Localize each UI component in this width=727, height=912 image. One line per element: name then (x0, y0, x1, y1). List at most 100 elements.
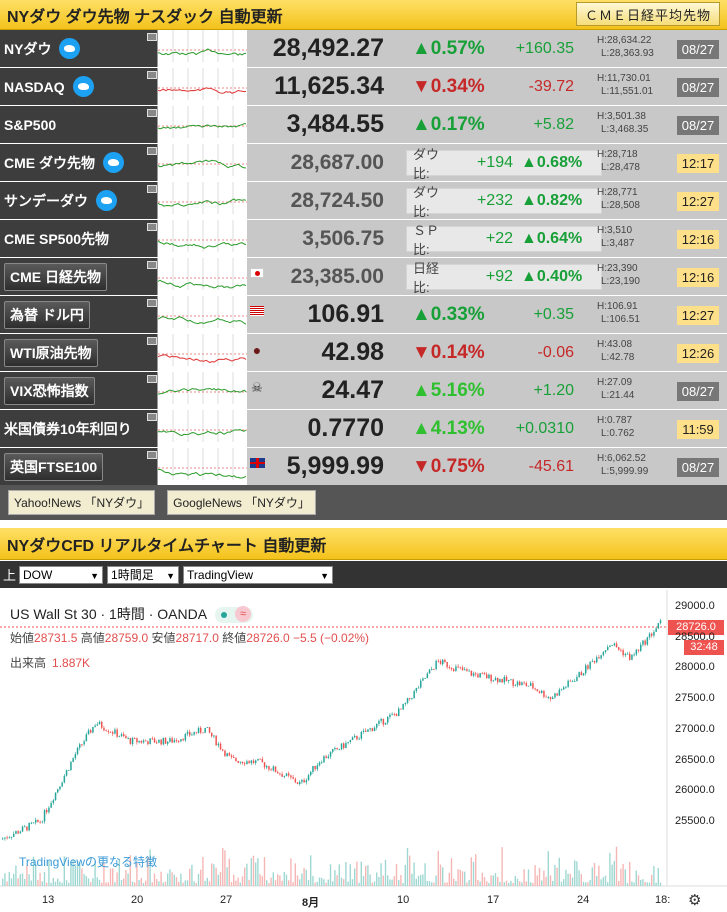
market-name-text[interactable]: 米国債券10年利回り (4, 420, 132, 437)
market-name[interactable]: 米国債券10年利回り (0, 410, 157, 447)
cme-nikkei-button[interactable]: ＣＭＥ日経平均先物 (575, 2, 720, 26)
chart-toggle-icon[interactable] (147, 337, 157, 345)
market-name-text[interactable]: 英国FTSE100 (4, 452, 104, 481)
update-time: 12:17 (677, 154, 719, 173)
chart-toggle-icon[interactable] (147, 71, 157, 79)
settings-gear-icon[interactable]: ⚙ (688, 892, 702, 909)
mini-chart[interactable] (157, 220, 247, 257)
market-name[interactable]: S&P500 (0, 106, 157, 143)
market-name-text[interactable]: CME SP500先物 (4, 230, 110, 247)
high-low: H:0.787 L:0.762 (597, 414, 659, 440)
market-name[interactable]: CME SP500先物 (0, 220, 157, 257)
tradingview-features-link[interactable]: TradingViewの更なる特徴 (19, 855, 158, 869)
market-status-icon[interactable] (215, 606, 254, 624)
percent-change: ▲0.57% (412, 38, 485, 59)
mini-chart[interactable] (157, 296, 247, 333)
comparison-value: +22 (485, 230, 513, 247)
mini-chart[interactable] (157, 448, 247, 485)
market-name[interactable]: サンデーダウ (0, 182, 157, 219)
comparison-box: 日経比: +92 ▲0.40% (406, 261, 602, 295)
mini-chart[interactable] (157, 182, 247, 219)
point-change: +160.35 (515, 40, 574, 57)
x-tick-label: 24 (577, 894, 590, 906)
chart-toggle-icon[interactable] (147, 109, 157, 117)
mini-chart[interactable] (157, 258, 247, 295)
market-name[interactable]: 英国FTSE100 (0, 448, 157, 485)
chart-toggle-icon[interactable] (147, 451, 157, 459)
mini-chart[interactable] (157, 334, 247, 371)
tradingview-chart[interactable]: US Wall St 30 · 1時間 · OANDA 始値28731.5 高値… (0, 590, 727, 912)
chart-title-text: US Wall St 30 · 1時間 · OANDA (10, 606, 208, 622)
low-label: 安値 (151, 631, 176, 645)
comparison-percent: ▲0.64% (521, 230, 583, 247)
market-name-text[interactable]: WTI原油先物 (4, 338, 98, 367)
twitter-icon[interactable] (96, 190, 117, 211)
market-name-text[interactable]: サンデーダウ (4, 192, 88, 209)
interval-select[interactable]: 1時間足 (107, 565, 180, 584)
market-name-text[interactable]: NYダウ (4, 40, 52, 57)
percent-change: ▲0.33% (412, 304, 485, 325)
google-news-link[interactable]: GoogleNews 「NYダウ」 (167, 490, 316, 515)
high-low: H:3,501.38 L:3,468.35 (597, 110, 659, 136)
mini-chart[interactable] (157, 410, 247, 447)
market-row: WTI原油先物 ● 42.98 ▼0.14% -0.06 H:43.08 L:42.78 12… (0, 334, 727, 372)
market-name[interactable]: 為替 ドル円 (0, 296, 157, 333)
chart-toggle-icon[interactable] (147, 147, 157, 155)
mini-chart[interactable] (157, 68, 247, 105)
mini-chart[interactable] (157, 144, 247, 181)
market-name-text[interactable]: S&P500 (4, 116, 57, 133)
chart-toggle-icon[interactable] (147, 223, 157, 231)
price-chart-canvas[interactable] (0, 590, 727, 912)
market-name[interactable]: WTI原油先物 (0, 334, 157, 371)
market-row: 米国債券10年利回り 0.7770 ▲4.13% +0.0310 H:0.787 L:0.… (0, 410, 727, 448)
market-name-text[interactable]: CME 日経先物 (4, 262, 107, 291)
comparison-label: 日経比: (413, 261, 440, 295)
mini-chart[interactable] (157, 106, 247, 143)
news-bar: Yahoo!News 「NYダウ」 GoogleNews 「NYダウ」 (0, 485, 727, 520)
market-name[interactable]: CME ダウ先物 (0, 144, 157, 181)
chart-toggle-icon[interactable] (147, 299, 157, 307)
high-label: 高値 (80, 631, 105, 645)
market-row: S&P500 3,484.55 ▲0.17% +5.82 H:3,501.38 L:3,4… (0, 106, 727, 144)
symbol-select[interactable]: DOW (19, 565, 104, 584)
market-name-text[interactable]: NASDAQ (4, 78, 65, 95)
open-value: 28731.5 (34, 631, 78, 645)
twitter-icon[interactable] (72, 76, 94, 97)
update-time: 08/27 (677, 382, 719, 401)
price: 11,625.34 (274, 72, 384, 100)
market-name-text[interactable]: 為替 ドル円 (4, 300, 90, 329)
market-name[interactable]: CME 日経先物 (0, 258, 157, 295)
market-name-text[interactable]: VIX恐怖指数 (4, 376, 95, 405)
high-low: H:106.91 L:106.51 (597, 300, 659, 326)
price: 23,385.00 (290, 265, 384, 288)
high-text: H:3,510 (597, 225, 633, 236)
us-flag-icon (249, 304, 265, 320)
source-select[interactable]: TradingView (183, 565, 334, 584)
chart-toggle-icon[interactable] (147, 33, 157, 41)
chart-toggle-icon[interactable] (147, 185, 157, 193)
yahoo-news-link[interactable]: Yahoo!News 「NYダウ」 (8, 490, 156, 515)
volume-value: 1.887K (52, 656, 91, 670)
mini-chart[interactable] (157, 30, 247, 67)
market-name[interactable]: NASDAQ (0, 68, 157, 105)
x-tick-label: 13 (42, 894, 55, 906)
price: 28,492.27 (272, 34, 384, 62)
chart-toggle-icon[interactable] (147, 413, 157, 421)
point-change: +1.20 (533, 382, 574, 399)
x-tick-label: 27 (220, 894, 233, 906)
oil-drop-icon: ● (252, 342, 262, 358)
mini-chart[interactable] (157, 372, 247, 409)
market-row: CME SP500先物 3,506.75 ＳＰ比: +22 ▲0.64% H:3,510 L… (0, 220, 727, 258)
percent-change: ▲4.13% (412, 418, 485, 439)
high-value: 28759.0 (104, 631, 149, 645)
chart-toggle-icon[interactable] (147, 261, 157, 269)
chart-toggle-icon[interactable] (147, 375, 157, 383)
y-tick-label: 28000.0 (675, 661, 715, 674)
top-header-title: NYダウ ダウ先物 ナスダック 自動更新 (7, 8, 283, 26)
last-price-badge: 28726.0 (668, 620, 724, 635)
market-name[interactable]: VIX恐怖指数 (0, 372, 157, 409)
twitter-icon[interactable] (59, 38, 81, 59)
market-name[interactable]: NYダウ (0, 30, 157, 67)
market-name-text[interactable]: CME ダウ先物 (4, 154, 95, 171)
twitter-icon[interactable] (103, 152, 124, 173)
